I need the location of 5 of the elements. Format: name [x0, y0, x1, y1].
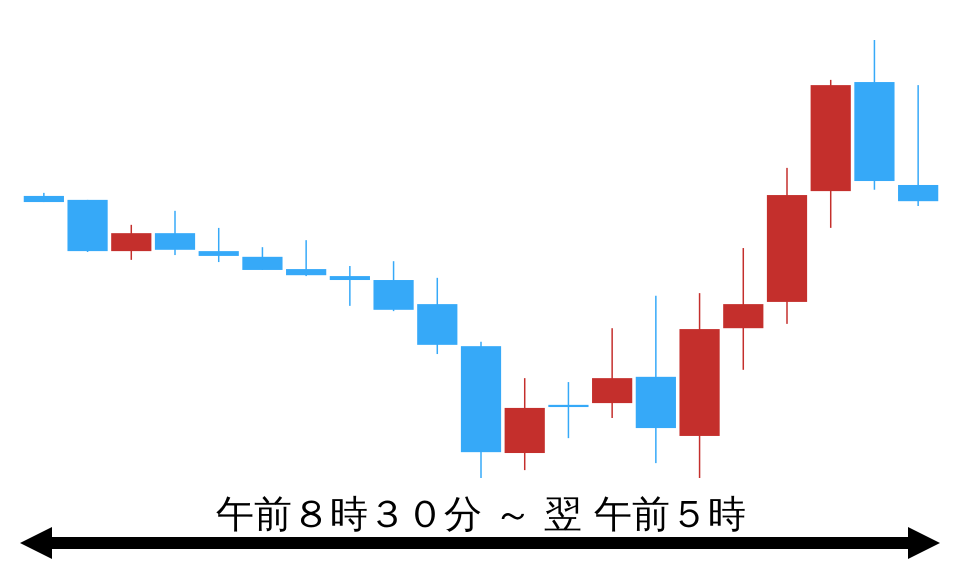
candlestick [286, 239, 326, 277]
candlestick [548, 381, 589, 439]
text: 午前８時３０分 ～ 翌 午前５時 [216, 492, 746, 536]
candlestick [198, 227, 239, 263]
candlestick [330, 265, 370, 307]
